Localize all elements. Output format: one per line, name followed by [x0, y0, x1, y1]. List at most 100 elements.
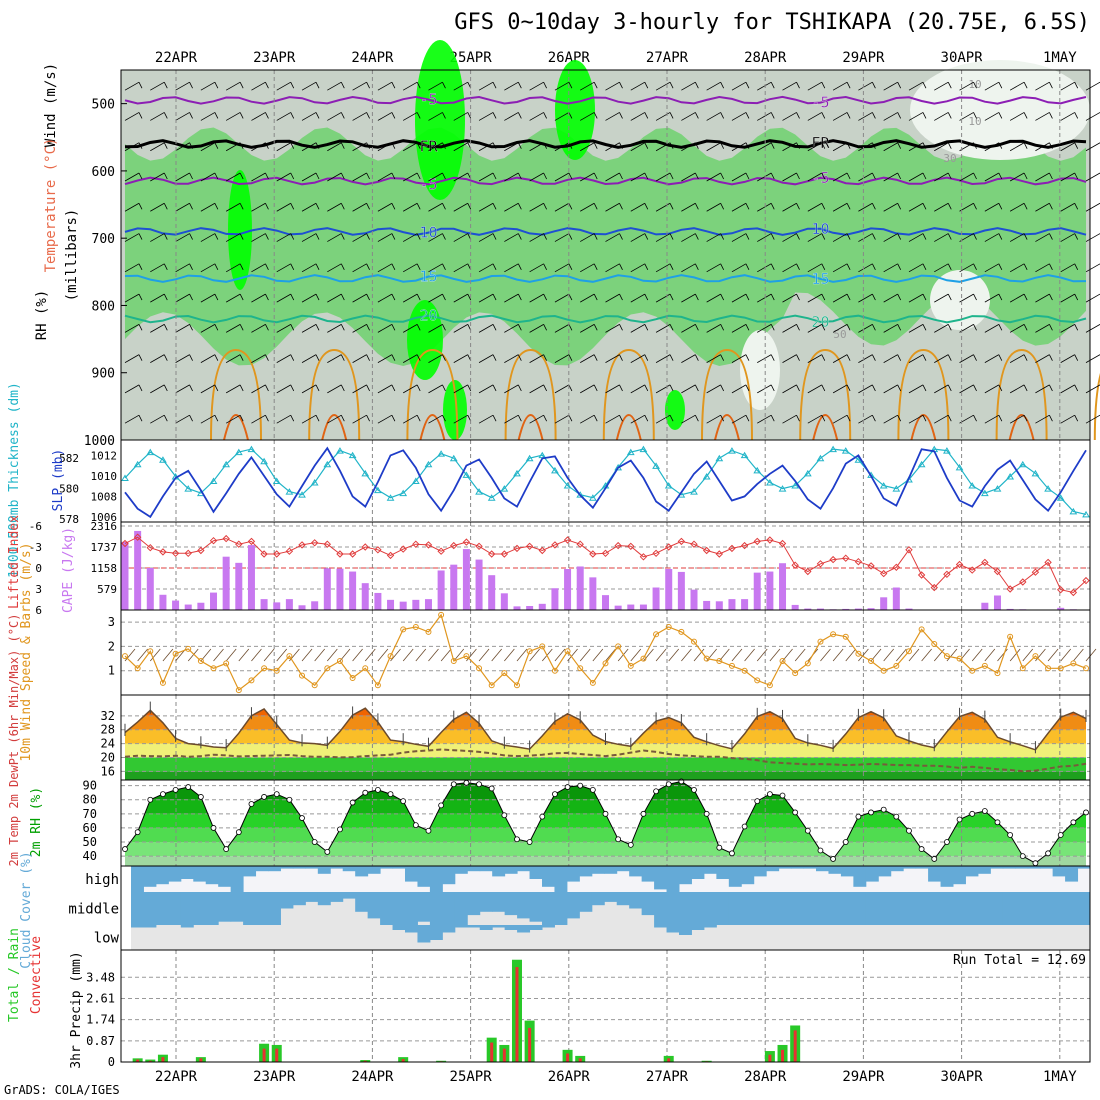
thickness-point	[1044, 485, 1052, 492]
cape-axis-label: CAPE (J/kg)	[61, 527, 76, 613]
cloud-bar-high	[442, 866, 456, 885]
thickness-point	[285, 488, 294, 495]
thickness-point	[892, 485, 901, 492]
cloud-bar-low	[180, 925, 194, 928]
cape-bar	[880, 597, 888, 610]
cape-bar	[159, 594, 167, 610]
thickness-point	[234, 448, 243, 456]
wind-barb	[1009, 384, 1028, 394]
wind-barb	[1085, 172, 1100, 182]
wind-speed-point	[539, 643, 546, 650]
isotherm-label: FR	[419, 137, 438, 155]
temp-contour-hot	[223, 414, 249, 441]
wind-barb	[402, 81, 421, 91]
wind-barb	[580, 324, 598, 333]
wind-barb	[1009, 233, 1028, 242]
run-total-annotation: Run Total = 12.69	[953, 953, 1086, 968]
pressure-tick-label: 800	[92, 299, 115, 314]
thickness-point	[361, 469, 370, 477]
wind-barb	[706, 81, 725, 91]
wind-speed-point	[1057, 665, 1064, 672]
wind-speed-point	[653, 631, 660, 638]
thickness-point	[272, 477, 281, 484]
wind-barb	[580, 112, 598, 121]
cloud-bar-middle	[554, 892, 568, 925]
wind-barb-10m	[744, 648, 755, 662]
wind-barb	[225, 112, 244, 121]
wind-barb	[1009, 293, 1028, 303]
wind-barb	[908, 293, 927, 303]
cloud-bar-high	[803, 866, 817, 869]
cloud-bar-middle	[255, 892, 269, 925]
wind-speed-point	[956, 655, 963, 662]
rh-point	[337, 826, 343, 833]
wind-barb	[782, 384, 800, 394]
cloud-bar-high	[554, 866, 568, 892]
wind-barb	[377, 324, 396, 333]
wind-barb	[175, 384, 193, 394]
wind-barb-10m	[1035, 648, 1046, 662]
wind-barb	[504, 293, 522, 303]
wind-barb-10m	[1047, 648, 1059, 662]
lifted-point	[437, 547, 445, 555]
wind-barb	[251, 414, 269, 424]
rh-point	[766, 791, 773, 797]
wind-barb	[934, 293, 952, 303]
rh-point	[969, 810, 976, 817]
rh-tick-label: 40	[83, 849, 97, 863]
thickness-point	[1069, 507, 1078, 515]
wind-barb-10m	[971, 648, 983, 662]
rh-point	[665, 781, 672, 788]
wind-barb	[124, 81, 143, 91]
wind-barb	[832, 384, 851, 394]
wind-barb	[858, 81, 876, 91]
wind-barb	[1009, 172, 1028, 182]
pressure-tick-label: 1000	[84, 434, 115, 449]
wind-barb	[858, 202, 876, 212]
date-label-top: 29APR	[842, 50, 885, 66]
rh-point	[261, 794, 267, 800]
wind-speed-point	[362, 665, 369, 672]
wind-barb-10m	[149, 648, 161, 662]
cloud-bar-middle	[903, 892, 917, 925]
wind-speed-point	[551, 667, 558, 674]
wind-barb	[402, 202, 421, 212]
wind-barb	[959, 263, 977, 273]
wind-barb-10m	[605, 648, 616, 662]
cloud-bar-high	[467, 866, 481, 872]
precip-conv-bar	[781, 1049, 785, 1062]
rh-point	[122, 846, 128, 852]
lifted-point	[589, 550, 597, 558]
precip-tick-label: 0.87	[86, 1034, 115, 1048]
wind-barb	[175, 233, 193, 242]
cape-bar	[741, 599, 749, 610]
rh-point	[526, 839, 533, 845]
wind-barb	[883, 384, 902, 394]
cape-bar	[222, 556, 230, 610]
wind-barb	[301, 112, 320, 121]
thickness-point	[399, 489, 408, 497]
wind-barb	[605, 414, 623, 424]
cloud-bar-high	[417, 866, 431, 887]
wind-barb	[706, 202, 725, 212]
lifted-point	[1082, 576, 1090, 585]
page-title: GFS 0~10day 3-hourly for TSHIKAPA (20.75…	[454, 10, 1090, 35]
date-label-bottom: 23APR	[253, 1069, 296, 1085]
wind-barb	[428, 112, 446, 121]
cloud-bar-middle	[778, 892, 792, 925]
cloud-bar-middle	[392, 892, 406, 925]
cloud-bar-low	[654, 925, 668, 928]
precip-conv-bar	[768, 1054, 772, 1062]
isotherm-line	[124, 274, 1087, 283]
cape-bar	[349, 571, 357, 610]
lifted-point	[184, 549, 192, 558]
thickness-point	[690, 488, 698, 495]
date-label-bottom: 30APR	[941, 1069, 984, 1085]
wind-barb	[605, 142, 623, 152]
wind-barb	[731, 414, 750, 424]
wind-speed-point	[248, 677, 255, 684]
lifted-point	[386, 551, 395, 560]
precip-panel: 0.87 1.74 2.61 3.48 0 Run Total = 12.69 3hr Pr…	[7, 928, 1090, 1069]
